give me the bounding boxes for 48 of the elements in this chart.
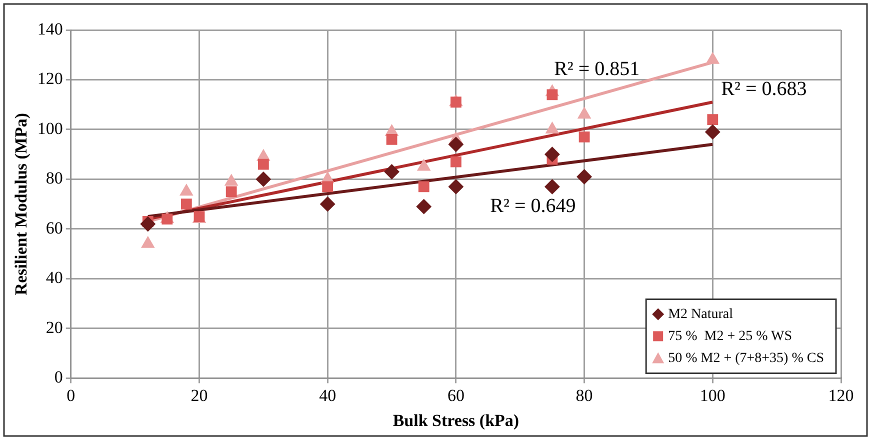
point [322, 181, 334, 192]
point [384, 164, 400, 180]
y-tick-label: 60 [46, 218, 63, 238]
point [256, 172, 271, 187]
y-tick-label: 80 [46, 168, 63, 188]
legend-label: M2 Natural [668, 306, 734, 322]
y-tick-label: 100 [37, 118, 63, 138]
annotation: R² = 0.851 [554, 58, 640, 80]
y-axis-title: Resilient Modulus (MPa) [12, 112, 31, 296]
point [448, 179, 464, 194]
y-tick-label: 120 [37, 69, 63, 88]
point [162, 214, 173, 224]
legend-label: 75 % M2 + 25 % WS [668, 328, 792, 344]
x-tick-label: 60 [447, 386, 464, 405]
y-tick-label: 140 [37, 19, 63, 38]
y-tick-label: 40 [46, 268, 63, 288]
x-axis-title: Bulk Stress (kPa) [392, 411, 520, 430]
x-tick-label: 120 [828, 386, 854, 405]
point [578, 132, 590, 142]
annotation: R² = 0.683 [721, 78, 807, 100]
point [450, 156, 462, 168]
point [140, 216, 156, 232]
y-tick-label: 0 [54, 368, 63, 387]
x-tick-label: 20 [190, 386, 208, 405]
x-tick-label: 80 [576, 386, 593, 405]
x-tick-label: 0 [66, 386, 76, 405]
point [576, 169, 592, 184]
point [544, 179, 560, 194]
point [705, 124, 720, 140]
legend-label: 50 % M2 + (7+8+35) % CS [668, 350, 824, 366]
point [707, 114, 718, 125]
point [180, 198, 192, 210]
point [448, 136, 464, 152]
point [546, 89, 558, 100]
x-tick-label: 100 [700, 386, 726, 405]
point [386, 134, 398, 145]
point [450, 96, 462, 108]
point [320, 196, 336, 212]
point [418, 181, 430, 192]
point [416, 199, 432, 214]
x-tick-label: 40 [319, 386, 336, 405]
point [226, 186, 237, 198]
point [706, 52, 720, 64]
y-tick-label: 20 [46, 318, 63, 337]
point [544, 146, 560, 162]
point [258, 158, 269, 170]
annotation: R² = 0.649 [490, 194, 576, 217]
point [578, 107, 591, 119]
